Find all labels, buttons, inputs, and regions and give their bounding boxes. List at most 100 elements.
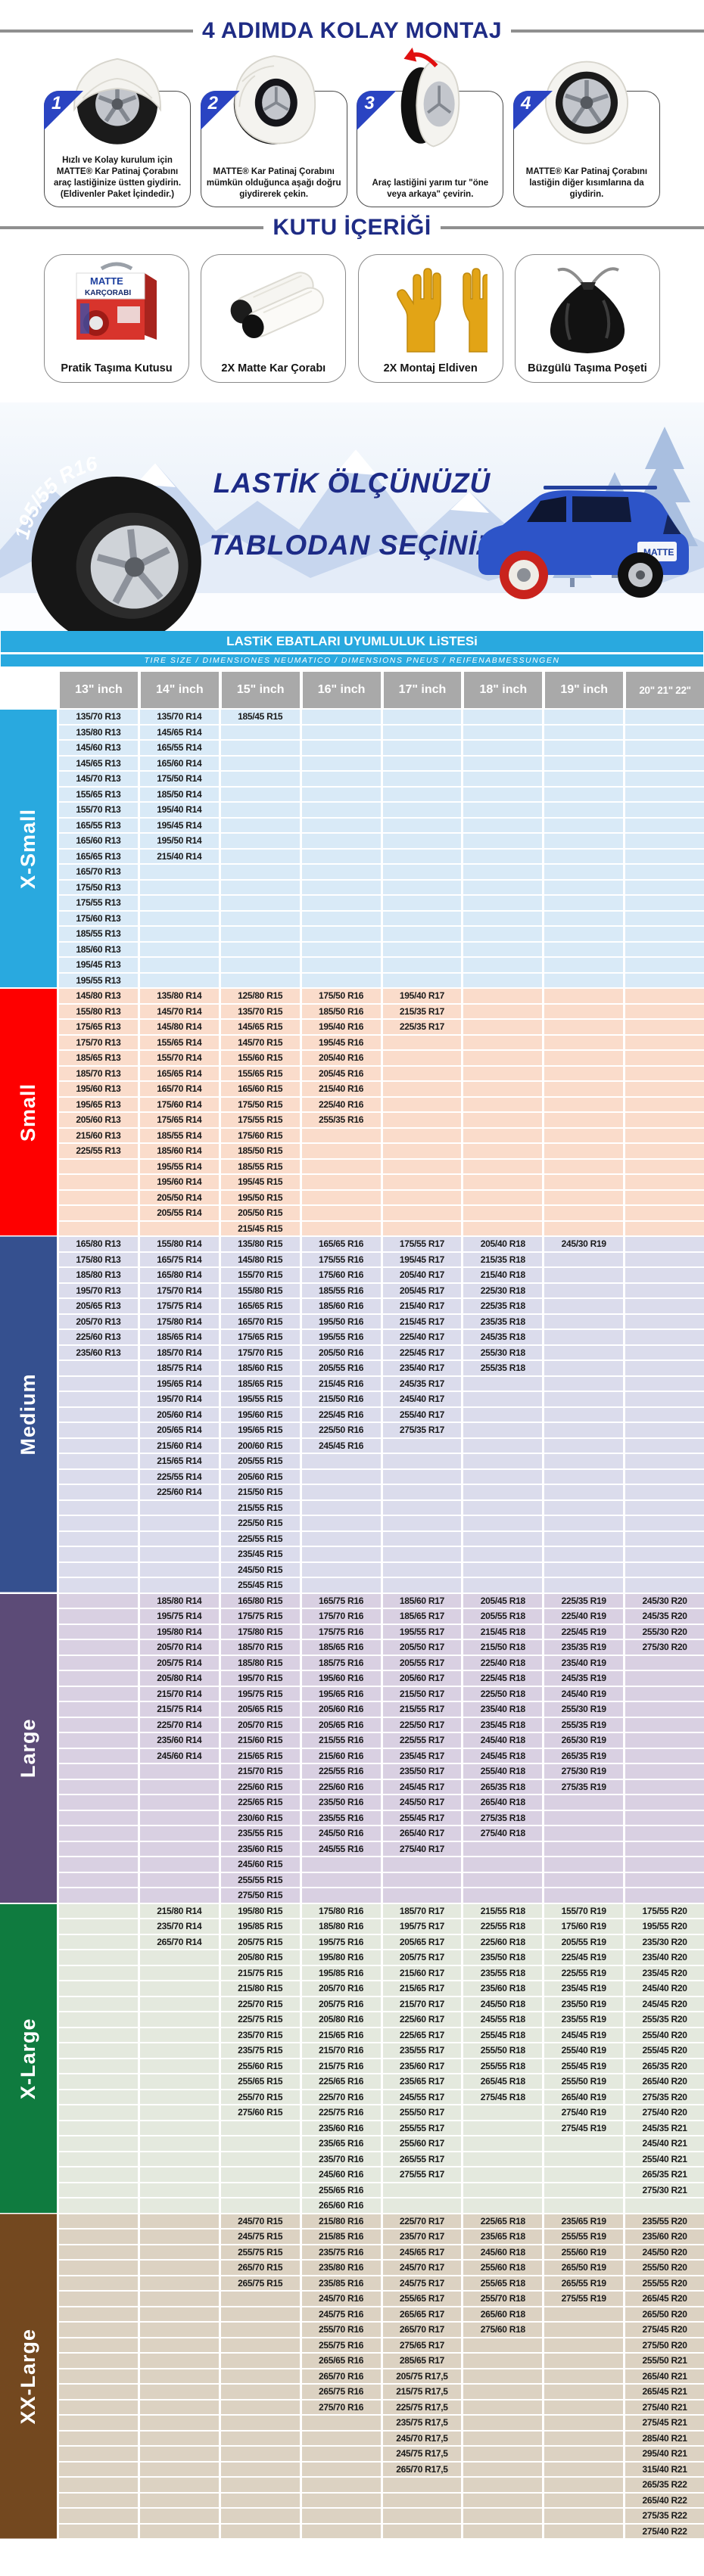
- tire-size-cell: 245/45 R20: [625, 1996, 704, 2011]
- tire-size-cell: 195/75 R14: [139, 1609, 219, 1624]
- tire-size-cell: [59, 2105, 138, 2120]
- tire-size-cell: 155/65 R15: [220, 1066, 300, 1080]
- section-label: X-Large: [0, 1903, 57, 2213]
- tire-size-cell: 275/40 R18: [463, 1826, 543, 1841]
- tire-size-cell: [59, 2447, 138, 2461]
- tire-size-cell: 225/45 R19: [544, 1624, 624, 1639]
- tire-size-cell: 175/65 R15: [220, 1330, 300, 1344]
- tire-size-cell: 185/45 R15: [220, 710, 300, 724]
- tire-size-cell: 235/55 R18: [463, 1965, 543, 1980]
- tire-size-cell: [301, 958, 381, 972]
- tire-size-cell: [544, 1578, 624, 1593]
- tire-size-cell: 225/65 R15: [220, 1795, 300, 1810]
- tire-size-cell: [625, 710, 704, 724]
- tire-size-cell: [382, 1066, 462, 1080]
- tire-sock-step3-icon: [377, 46, 483, 156]
- tire-size-cell: 215/65 R17: [382, 1981, 462, 1996]
- tire-size-cell: 215/75 R15: [220, 1965, 300, 1980]
- tire-size-cell: [544, 1841, 624, 1856]
- tire-size-cell: [220, 2431, 300, 2445]
- tire-size-cell: [301, 2462, 381, 2476]
- tire-size-cell: [59, 1531, 138, 1546]
- tire-size-cell: [301, 1206, 381, 1220]
- tire-size-cell: 245/55 R17: [382, 2090, 462, 2104]
- tire-size-cell: [139, 1826, 219, 1841]
- tire-size-cell: 185/70 R17: [382, 1903, 462, 1918]
- tire-size-cell: 255/60 R18: [463, 2261, 543, 2275]
- tire-size-cell: [59, 1376, 138, 1391]
- tire-size-cell: 145/70 R15: [220, 1035, 300, 1049]
- tire-size-cell: 205/55 R17: [382, 1655, 462, 1670]
- tire-size-cell: 235/50 R16: [301, 1795, 381, 1810]
- tire-size-cell: 235/60 R16: [301, 2121, 381, 2135]
- tire-size-cell: [139, 2121, 219, 2135]
- tire-size-cell: 245/35 R19: [544, 1671, 624, 1686]
- tire-size-cell: 255/40 R17: [382, 1407, 462, 1422]
- tire-size-cell: 265/60 R18: [463, 2307, 543, 2321]
- tire-size-cell: 195/80 R14: [139, 1624, 219, 1639]
- tire-size-cell: 205/65 R13: [59, 1299, 138, 1313]
- tire-size-cell: [59, 1609, 138, 1624]
- tire-size-cell: 175/50 R14: [139, 772, 219, 786]
- tire-size-cell: [382, 787, 462, 801]
- tire-size-cell: 225/75 R16: [301, 2105, 381, 2120]
- tire-size-cell: [139, 1547, 219, 1561]
- tire-size-cell: 165/60 R15: [220, 1082, 300, 1096]
- tire-size-cell: 255/60 R15: [220, 2059, 300, 2073]
- tire-size-cell: [625, 1423, 704, 1437]
- tire-size-cell: [463, 725, 543, 739]
- tire-size-cell: 135/80 R15: [220, 1237, 300, 1251]
- tire-size-cell: 225/55 R17: [382, 1733, 462, 1748]
- tire-size-cell: [544, 1144, 624, 1158]
- tire-size-cell: [139, 1965, 219, 1980]
- tire-size-cell: 235/80 R16: [301, 2261, 381, 2275]
- tire-size-cell: 205/50 R17: [382, 1640, 462, 1655]
- tire-size-cell: [59, 2338, 138, 2352]
- tire-size-cell: [301, 1190, 381, 1204]
- tire-size-cell: 185/60 R16: [301, 1299, 381, 1313]
- tire-size-cell: 195/75 R15: [220, 1686, 300, 1701]
- tire-size-cell: 205/75 R17,5: [382, 2369, 462, 2383]
- tire-size-cell: 225/55 R16: [301, 1764, 381, 1779]
- tire-size-cell: 215/40 R14: [139, 849, 219, 863]
- tire-size-cell: [301, 2524, 381, 2538]
- step-caption: MATTE® Kar Patinaj Çorabını mümkün olduğ…: [206, 167, 341, 200]
- tire-size-cell: [59, 1717, 138, 1732]
- tire-size-cell: [59, 1903, 138, 1918]
- tire-size-cell: [625, 1810, 704, 1825]
- tire-size-cell: 205/65 R16: [301, 1717, 381, 1732]
- tire-size-cell: [59, 2090, 138, 2104]
- tire-size-cell: [544, 1500, 624, 1515]
- tire-size-cell: 165/70 R15: [220, 1314, 300, 1328]
- tire-size-cell: [463, 1035, 543, 1049]
- tire-size-cell: 245/40 R18: [463, 1733, 543, 1748]
- tire-size-cell: 275/40 R17: [382, 1841, 462, 1856]
- tire-size-cell: [625, 1438, 704, 1453]
- tire-size-cell: 235/45 R20: [625, 1965, 704, 1980]
- tire-size-cell: [544, 958, 624, 972]
- tire-size-cell: [59, 2524, 138, 2538]
- tire-size-cell: 235/55 R17: [382, 2043, 462, 2058]
- tire-size-cell: 275/55 R19: [544, 2292, 624, 2306]
- tire-size-cell: 195/50 R16: [301, 1314, 381, 1328]
- tire-size-cell: 265/75 R16: [301, 2385, 381, 2399]
- tire-size-cell: 215/70 R15: [220, 1764, 300, 1779]
- tire-size-cell: 205/40 R17: [382, 1268, 462, 1282]
- section-label: X-Small: [0, 710, 57, 987]
- tire-size-cell: [382, 849, 462, 863]
- tire-size-cell: [59, 2167, 138, 2182]
- tire-size-cell: 195/45 R16: [301, 1035, 381, 1049]
- tire-size-cell: [220, 2183, 300, 2197]
- tire-size-cell: 205/70 R16: [301, 1981, 381, 1996]
- tire-size-cell: 215/80 R16: [301, 2214, 381, 2228]
- tire-size-cell: 225/40 R17: [382, 1330, 462, 1344]
- tire-size-cell: 165/65 R15: [220, 1299, 300, 1313]
- tire-size-cell: [544, 1516, 624, 1530]
- tire-size-cell: 275/40 R21: [625, 2400, 704, 2414]
- tire-size-cell: [59, 1671, 138, 1686]
- tire-size-cell: [139, 1872, 219, 1887]
- tire-size-cell: 255/60 R17: [382, 2136, 462, 2151]
- tire-size-cell: [301, 2509, 381, 2523]
- svg-text:KARÇORABI: KARÇORABI: [85, 289, 131, 297]
- tire-size-cell: 255/70 R15: [220, 2090, 300, 2104]
